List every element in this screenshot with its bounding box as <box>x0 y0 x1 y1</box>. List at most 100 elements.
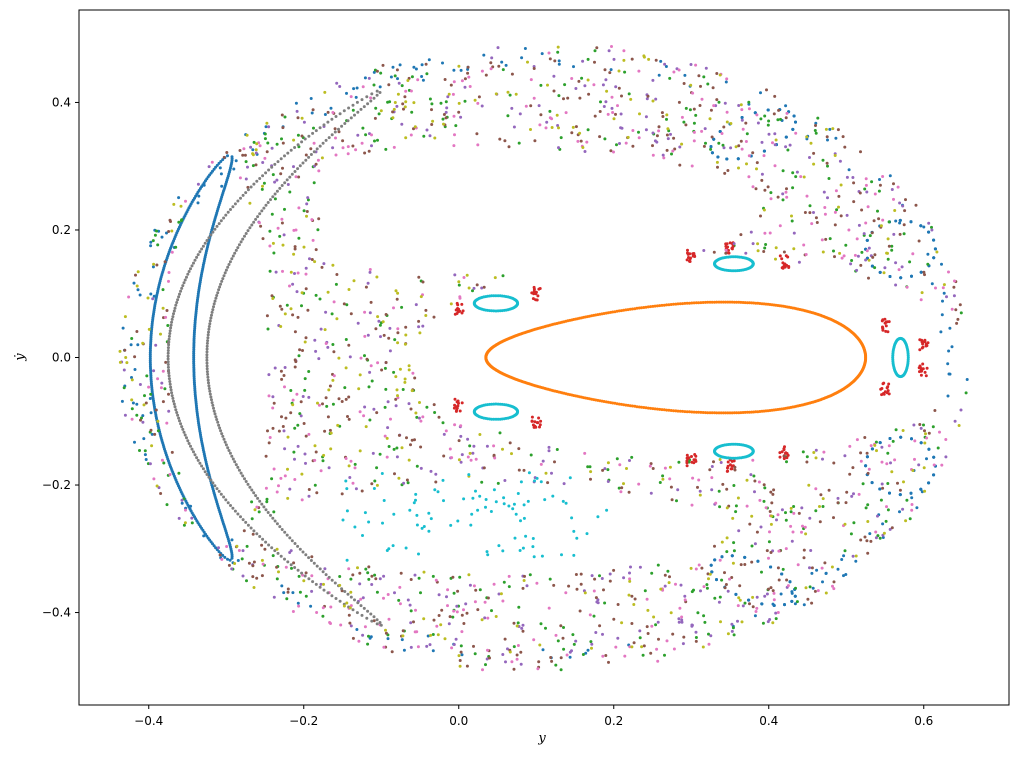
data-point <box>365 357 369 361</box>
data-point <box>422 570 426 574</box>
data-point <box>833 255 836 259</box>
data-point <box>803 525 807 529</box>
data-point <box>459 68 463 72</box>
data-point <box>502 580 506 584</box>
data-point <box>373 479 377 483</box>
data-point <box>412 127 415 131</box>
data-point <box>433 136 437 140</box>
data-point <box>725 536 729 540</box>
data-point <box>178 292 181 296</box>
data-point <box>757 480 761 484</box>
data-point <box>892 366 896 370</box>
data-point <box>300 498 304 502</box>
data-point <box>690 455 693 458</box>
data-point <box>346 415 349 418</box>
data-point <box>285 303 289 307</box>
data-point <box>848 472 852 476</box>
data-point <box>455 604 459 608</box>
data-point <box>598 110 602 113</box>
data-point <box>428 134 432 138</box>
data-point <box>881 218 885 222</box>
data-point <box>772 488 776 492</box>
data-point <box>936 446 940 450</box>
data-point <box>253 508 257 512</box>
data-point <box>331 343 335 346</box>
data-point <box>180 425 184 429</box>
data-point <box>707 577 710 581</box>
data-point <box>901 204 905 208</box>
data-point <box>451 575 455 579</box>
data-point <box>361 126 365 130</box>
data-point <box>267 125 271 129</box>
data-point <box>245 544 249 548</box>
data-point <box>745 132 749 136</box>
data-point <box>600 577 604 580</box>
y-tick-label: −0.2 <box>42 478 71 492</box>
data-point <box>484 663 487 667</box>
data-point <box>734 442 738 446</box>
data-point <box>830 565 834 569</box>
data-point <box>660 408 664 412</box>
data-point <box>671 149 675 153</box>
data-point <box>205 364 209 368</box>
data-point <box>649 406 653 410</box>
data-point <box>734 504 738 508</box>
data-point <box>348 621 352 625</box>
data-point <box>417 552 420 556</box>
data-point <box>598 574 601 578</box>
data-point <box>463 85 467 89</box>
data-point <box>561 636 565 640</box>
data-point <box>568 650 572 654</box>
data-point <box>151 239 155 243</box>
data-point <box>434 472 438 476</box>
data-point <box>864 183 868 187</box>
data-point <box>429 469 433 473</box>
data-point <box>911 469 915 472</box>
data-point <box>272 401 276 405</box>
data-point <box>375 411 379 415</box>
data-point <box>930 282 934 286</box>
data-point <box>787 266 791 269</box>
data-point <box>417 416 421 420</box>
data-point <box>300 571 304 575</box>
data-point <box>348 476 352 479</box>
data-point <box>303 452 307 456</box>
data-point <box>681 409 685 413</box>
data-point <box>753 542 757 546</box>
data-point <box>430 102 434 106</box>
data-point <box>413 438 416 442</box>
data-point <box>181 427 185 431</box>
data-point <box>280 217 284 221</box>
data-point <box>311 131 315 135</box>
data-point <box>414 492 418 496</box>
data-point <box>805 194 809 198</box>
data-point <box>486 648 489 652</box>
data-point <box>460 613 464 617</box>
data-point <box>328 384 332 388</box>
data-point <box>754 610 758 613</box>
data-point <box>252 140 256 144</box>
data-point <box>326 591 330 595</box>
data-point <box>731 561 735 565</box>
data-point <box>778 224 782 228</box>
data-point <box>288 175 292 179</box>
data-point <box>335 273 339 276</box>
data-point <box>335 317 339 321</box>
data-point <box>453 273 457 277</box>
data-point <box>808 516 812 520</box>
data-point <box>273 192 277 196</box>
data-point <box>941 286 945 290</box>
data-point <box>651 131 655 135</box>
data-point <box>702 585 706 589</box>
data-point <box>730 459 734 463</box>
data-point <box>590 574 594 578</box>
data-point <box>217 546 220 550</box>
data-point <box>726 456 730 460</box>
data-point <box>893 209 897 212</box>
data-point <box>210 160 214 164</box>
data-point <box>406 598 410 602</box>
data-point <box>172 399 175 403</box>
data-point <box>146 296 150 300</box>
data-point <box>685 461 689 465</box>
y-tick-label: 0.2 <box>52 223 71 237</box>
